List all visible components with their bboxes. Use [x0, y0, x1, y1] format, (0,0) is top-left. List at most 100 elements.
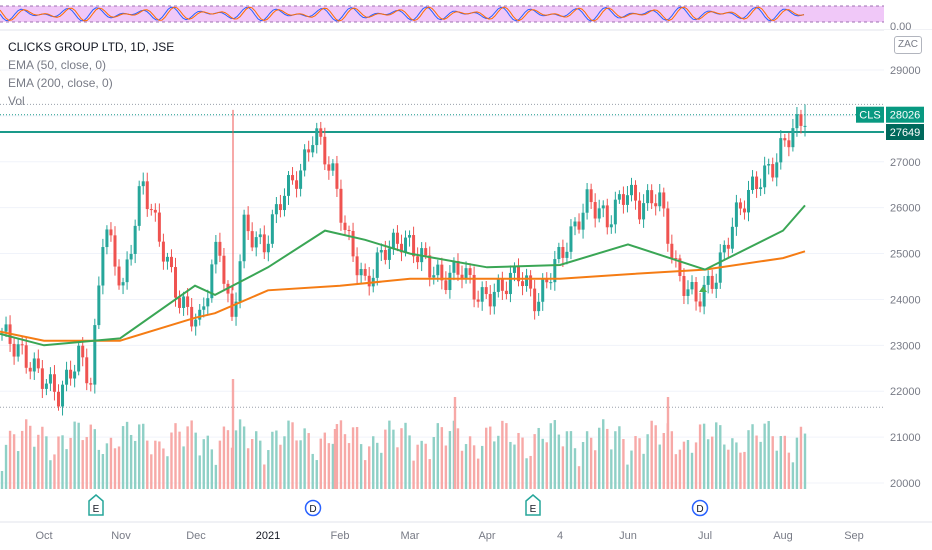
- volume-bar: [589, 437, 593, 489]
- candle-body: [783, 138, 787, 141]
- candle-body: [512, 266, 516, 273]
- ema200-legend[interactable]: EMA (200, close, 0): [8, 76, 113, 90]
- volume-bar: [117, 446, 121, 489]
- volume-bar: [4, 444, 8, 489]
- volume-bar: [541, 438, 544, 489]
- volume-bar: [710, 436, 714, 489]
- time-axis[interactable]: Oct Nov Dec 2021 Feb Mar Apr 4 Jun Jul Aug Sep: [0, 521, 932, 542]
- candle-body: [484, 287, 488, 295]
- candle-body: [666, 208, 670, 244]
- candle-body: [319, 128, 323, 137]
- volume-bar: [569, 431, 573, 489]
- volume-bar: [690, 452, 694, 489]
- ema50-line: [0, 204, 806, 347]
- volume-bar: [295, 440, 298, 489]
- candle-body: [690, 282, 694, 290]
- volume-bar: [16, 451, 20, 489]
- volume-bar: [194, 432, 197, 489]
- candles: [0, 104, 807, 416]
- candle-body: [714, 282, 718, 289]
- volume-bar: [250, 439, 254, 489]
- candle-body: [81, 345, 85, 358]
- volume-bar: [416, 444, 419, 489]
- candle-body: [428, 255, 432, 278]
- volume-bar: [408, 435, 411, 489]
- currency-badge[interactable]: ZAC: [894, 36, 922, 54]
- candle-body: [52, 374, 56, 392]
- candle-body: [432, 275, 436, 278]
- volume-legend[interactable]: Vol: [8, 94, 25, 108]
- volume-bar: [561, 446, 565, 489]
- candle-body: [351, 230, 355, 257]
- volume-bar: [287, 420, 290, 489]
- candle-body: [476, 299, 480, 302]
- candle-body: [395, 232, 399, 244]
- volume-bar: [783, 435, 787, 489]
- volume-bar: [424, 443, 427, 489]
- volume-bar: [646, 434, 649, 489]
- volume-bar: [763, 423, 766, 489]
- candle-body: [331, 163, 335, 171]
- event-marker-label: D: [309, 504, 316, 515]
- volume-bar: [476, 458, 480, 489]
- candle-body: [642, 203, 646, 220]
- volume-bar: [460, 450, 464, 489]
- candle-body: [278, 204, 282, 211]
- volume-bar: [303, 428, 306, 489]
- candle-body: [387, 248, 391, 260]
- price-axis[interactable]: 2900028000270002600025000240002300022000…: [884, 30, 932, 520]
- candle-body: [694, 282, 698, 302]
- volume-bar: [53, 454, 56, 489]
- candle-body: [759, 187, 763, 189]
- dividend-marker: [691, 499, 709, 517]
- candle-body: [323, 136, 327, 165]
- candle-body: [613, 199, 617, 225]
- candle-body: [129, 253, 133, 260]
- candle-body: [97, 285, 101, 326]
- candle-body: [682, 275, 686, 296]
- price-axis-bg: [884, 30, 932, 520]
- time-tick-label: 4: [557, 530, 563, 542]
- volume-bar: [420, 440, 423, 489]
- volume-bar: [537, 427, 540, 489]
- volume-bar: [271, 431, 274, 489]
- candle-body: [585, 189, 589, 213]
- symbol-title[interactable]: CLICKS GROUP LTD, 1D, JSE: [8, 40, 175, 54]
- candle-body: [69, 369, 73, 379]
- volume-bar: [0, 471, 4, 489]
- volume-bar: [263, 464, 266, 489]
- volume-bar: [97, 449, 101, 489]
- candle-body: [40, 368, 44, 389]
- candle-body: [553, 259, 557, 283]
- candle-body: [117, 266, 121, 286]
- volume-spike: [231, 379, 235, 489]
- candle-body: [609, 224, 613, 228]
- candle-body: [658, 192, 662, 207]
- volume-bar: [246, 448, 250, 489]
- volume-bar: [299, 440, 302, 489]
- candle-body: [702, 284, 706, 307]
- candle-body: [460, 274, 464, 280]
- volume-bar: [69, 437, 72, 489]
- level-badge-label: 27649: [890, 127, 921, 139]
- candle-body: [149, 209, 153, 211]
- candle-body: [767, 164, 771, 166]
- volume-bar: [376, 442, 379, 489]
- volume-bar: [162, 448, 165, 489]
- candle-body: [605, 205, 609, 228]
- candle-body: [472, 274, 476, 300]
- volume-bar: [739, 452, 742, 489]
- volume-bar: [529, 455, 532, 489]
- candle-body: [363, 269, 367, 276]
- ticker-badge: [856, 106, 884, 123]
- volume-bar: [45, 436, 48, 489]
- ema50-legend[interactable]: EMA (50, close, 0): [8, 58, 107, 72]
- volume-bar: [384, 429, 387, 489]
- price-tick-label: 26000: [890, 203, 921, 215]
- candle-body: [36, 358, 40, 369]
- candle-body: [646, 190, 650, 204]
- candle-body: [730, 226, 734, 249]
- price-tick-label: 20000: [890, 478, 921, 490]
